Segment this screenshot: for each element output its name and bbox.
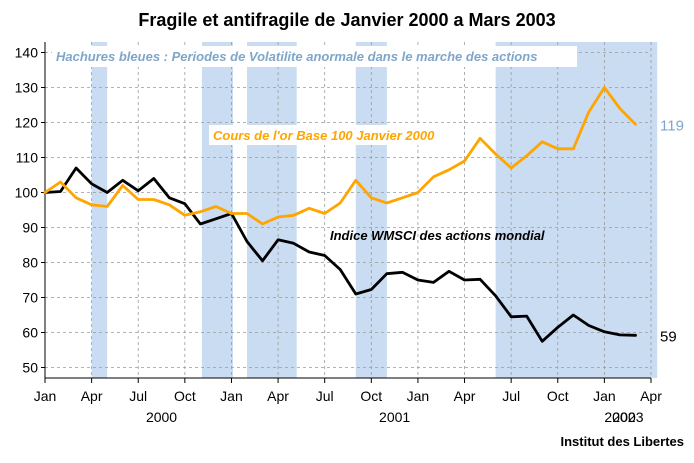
series-line-0 [43, 166, 637, 343]
y-tick-label-100: 100 [15, 185, 39, 201]
grid [45, 42, 652, 378]
end-label-gold: 119 [660, 117, 684, 134]
shade-period-4 [495, 42, 658, 378]
year-label-2003: 2003 [612, 409, 643, 425]
x-axis-ticks: Jan Apr Jul Oct Jan Apr Jul Oct Jan Apr Jul Oct Jan A… [34, 378, 662, 404]
x-tick-label-33: Oct [547, 388, 569, 404]
x-tick-label-18: Jul [316, 388, 334, 404]
x-tick-label-6: Jul [129, 388, 147, 404]
shade-period-2 [247, 42, 297, 378]
x-tick-label-0: Jan [34, 388, 57, 404]
annotation-gold: Cours de l'or Base 100 Janvier 2000 [209, 125, 452, 145]
annotation-volatility: Hachures bleues : Periodes de Volatilite… [52, 46, 577, 67]
x-tick-label-27: Apr [454, 388, 476, 404]
y-tick-label-120: 120 [15, 115, 39, 131]
axes [44, 42, 651, 379]
x-tick-label-15: Apr [267, 388, 289, 404]
x-tick-label-21: Oct [360, 388, 382, 404]
series-line-1 [43, 86, 637, 226]
source-label: Institut des Libertes [560, 434, 684, 449]
chart-title: Fragile et antifragile de Janvier 2000 a… [138, 10, 555, 30]
y-tick-label-70: 70 [22, 290, 38, 306]
x-tick-label-39: Apr [640, 388, 662, 404]
annotation-gold-text: Cours de l'or Base 100 Janvier 2000 [213, 128, 435, 143]
x-tick-label-30: Jul [502, 388, 520, 404]
y-tick-label-110: 110 [16, 150, 39, 166]
year-label-2001: 2001 [379, 409, 410, 425]
annotation-stocks-text: Indice WMSCI des actions mondial [330, 228, 545, 243]
shade-period-0 [91, 42, 108, 378]
year-label-2000: 2000 [146, 409, 177, 425]
y-tick-label-140: 140 [15, 45, 39, 61]
year-label-2002: 2002 [604, 409, 635, 425]
series-lines [43, 86, 637, 343]
y-axis-ticks: 50 60 70 80 90 100 110 120 130 140 [15, 45, 45, 376]
y-tick-label-130: 130 [15, 80, 39, 96]
y-tick-label-80: 80 [22, 255, 38, 271]
x-tick-label-12: Jan [220, 388, 243, 404]
x-tick-label-3: Apr [81, 388, 103, 404]
y-tick-label-90: 90 [22, 220, 38, 236]
y-tick-label-60: 60 [22, 325, 38, 341]
y-tick-label-50: 50 [22, 360, 38, 376]
end-label-stocks: 59 [660, 328, 677, 345]
x-tick-label-9: Oct [174, 388, 196, 404]
x-tick-label-24: Jan [407, 388, 430, 404]
volatility-shading [91, 42, 658, 378]
annotation-volatility-text: Hachures bleues : Periodes de Volatilite… [56, 49, 537, 64]
x-tick-label-36: Jan [593, 388, 616, 404]
